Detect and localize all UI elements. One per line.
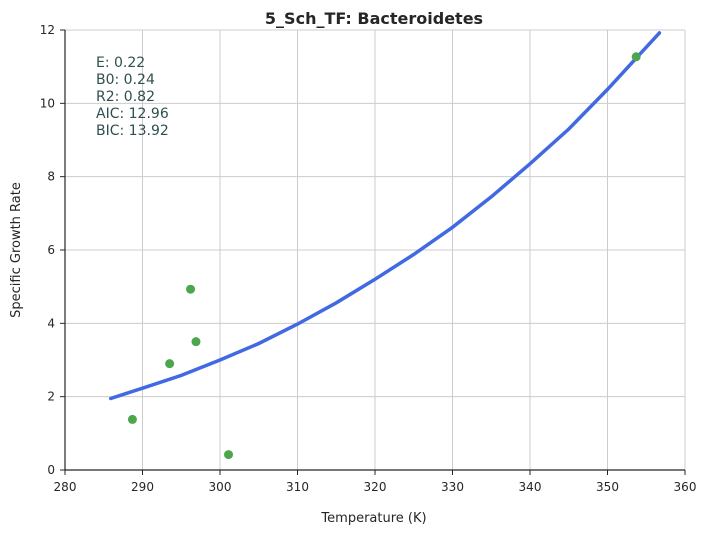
chart-title: 5_Sch_TF: Bacteroidetes: [265, 9, 483, 28]
chart-marks: [108, 31, 662, 460]
y-axis-label: Specific Growth Rate: [9, 182, 24, 318]
fit-curve: [108, 31, 662, 401]
x-tick-label: 330: [441, 480, 464, 494]
x-tick-label: 290: [131, 480, 154, 494]
data-point: [165, 359, 175, 369]
y-tick-label: 0: [47, 463, 55, 477]
data-point: [191, 337, 201, 347]
x-tick-label: 280: [54, 480, 77, 494]
tick-labels: 280 290 300 310 320 330 340 350 360 0 2 4 6 8 10 12: [40, 23, 697, 494]
data-point: [127, 414, 137, 424]
x-tick-label: 350: [596, 480, 619, 494]
y-tick-label: 8: [47, 170, 55, 184]
x-tick-label: 300: [209, 480, 232, 494]
y-tick-label: 12: [40, 23, 55, 37]
x-tick-label: 340: [519, 480, 542, 494]
y-tick-label: 4: [47, 316, 55, 330]
axes: [60, 29, 686, 475]
x-tick-label: 360: [674, 480, 697, 494]
data-point: [186, 284, 196, 294]
data-point: [631, 52, 641, 62]
x-tick-label: 310: [286, 480, 309, 494]
x-tick-label: 320: [364, 480, 387, 494]
data-point: [224, 450, 234, 460]
x-axis-label: Temperature (K): [320, 511, 426, 526]
y-tick-label: 6: [47, 243, 55, 257]
fit-stat-line: B0: 0.24: [96, 72, 155, 88]
fit-stat-line: R2: 0.82: [96, 89, 155, 105]
fit-stat-line: BIC: 13.92: [96, 123, 169, 139]
gridlines: [65, 29, 686, 470]
fit-stat-line: AIC: 12.96: [96, 106, 169, 122]
y-tick-label: 10: [40, 96, 55, 110]
fit-stat-line: E: 0.22: [96, 55, 145, 71]
y-tick-label: 2: [47, 390, 55, 404]
